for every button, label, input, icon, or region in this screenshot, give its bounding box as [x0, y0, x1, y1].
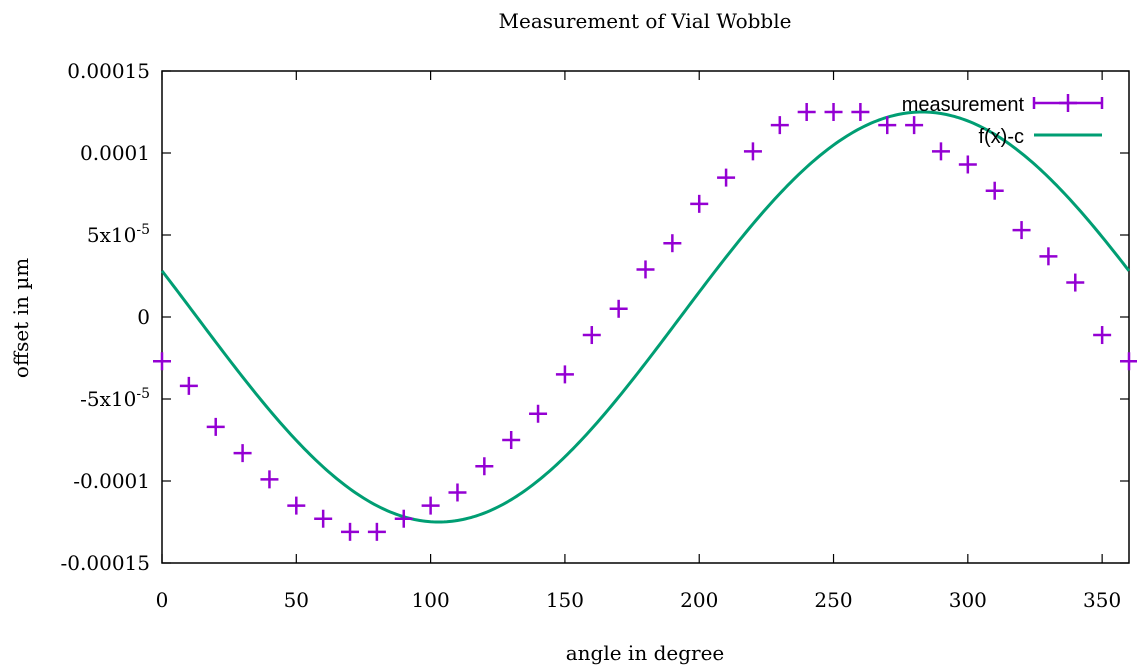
measurement-point	[582, 326, 601, 345]
measurement-point	[555, 365, 574, 384]
legend-label-fit: f(x)-c	[978, 126, 1024, 148]
x-tick-label: 300	[949, 588, 987, 612]
measurement-point	[448, 483, 467, 502]
y-tick-label: -5x10-5	[80, 386, 150, 411]
measurement-point	[1093, 326, 1112, 345]
measurement-point	[636, 260, 655, 279]
y-tick-label: 0	[137, 305, 150, 329]
x-tick-label: 50	[284, 588, 309, 612]
measurement-point	[663, 234, 682, 253]
fit-curve-line	[160, 110, 1131, 524]
measurement-point	[905, 116, 924, 135]
measurement-point	[475, 457, 494, 476]
y-axis-label: offset in µm	[9, 258, 33, 378]
measurement-point	[233, 444, 252, 463]
measurement-point	[931, 142, 950, 161]
legend: measurement f(x)-c	[902, 94, 1104, 148]
measurement-point	[878, 116, 897, 135]
measurement-point	[985, 181, 1004, 200]
x-tick-label: 200	[680, 588, 718, 612]
y-tick-label: -0.00015	[61, 551, 150, 575]
measurement-point	[1066, 273, 1085, 292]
measurement-point	[824, 103, 843, 121]
measurement-point	[717, 168, 736, 187]
measurement-point	[743, 142, 762, 161]
x-tick-label: 0	[156, 588, 169, 612]
legend-label-measurement: measurement	[902, 94, 1025, 116]
measurement-series	[153, 103, 1137, 541]
measurement-point	[421, 496, 440, 515]
x-tick-label: 150	[546, 588, 584, 612]
chart-title: Measurement of Vial Wobble	[499, 9, 792, 33]
y-tick-label: 0.00015	[67, 59, 150, 83]
measurement-point	[851, 103, 870, 121]
measurement-point	[1120, 352, 1137, 371]
x-tick-label: 250	[814, 588, 852, 612]
measurement-point	[367, 522, 386, 541]
measurement-point	[797, 103, 816, 121]
x-tick-label: 100	[412, 588, 450, 612]
measurement-point	[529, 404, 548, 423]
y-tick-label: 5x10-5	[87, 222, 150, 247]
fit-curve-series	[160, 110, 1131, 524]
x-axis-ticks: 0 50 100 150 200 250 300 350	[156, 71, 1121, 612]
measurement-point	[260, 470, 279, 489]
measurement-point	[1012, 221, 1031, 240]
measurement-point	[287, 496, 306, 515]
x-tick-label: 350	[1083, 588, 1121, 612]
measurement-point	[394, 509, 413, 528]
x-axis-label: angle in degree	[566, 641, 725, 665]
measurement-point	[206, 417, 225, 436]
measurement-point	[153, 352, 171, 371]
measurement-point	[502, 431, 521, 449]
measurement-point	[690, 194, 709, 213]
measurement-point	[770, 116, 789, 135]
measurement-point	[314, 509, 333, 528]
measurement-point	[958, 155, 977, 174]
measurement-point	[179, 376, 198, 395]
measurement-point	[341, 522, 360, 541]
measurement-point	[609, 299, 628, 318]
y-tick-label: 0.0001	[80, 141, 150, 165]
y-tick-label: -0.0001	[73, 469, 150, 493]
measurement-point	[1039, 247, 1058, 266]
y-axis-ticks: -0.00015 -0.0001 -5x10-5 0 5x10-5 0.0001 0.000…	[61, 59, 1129, 575]
